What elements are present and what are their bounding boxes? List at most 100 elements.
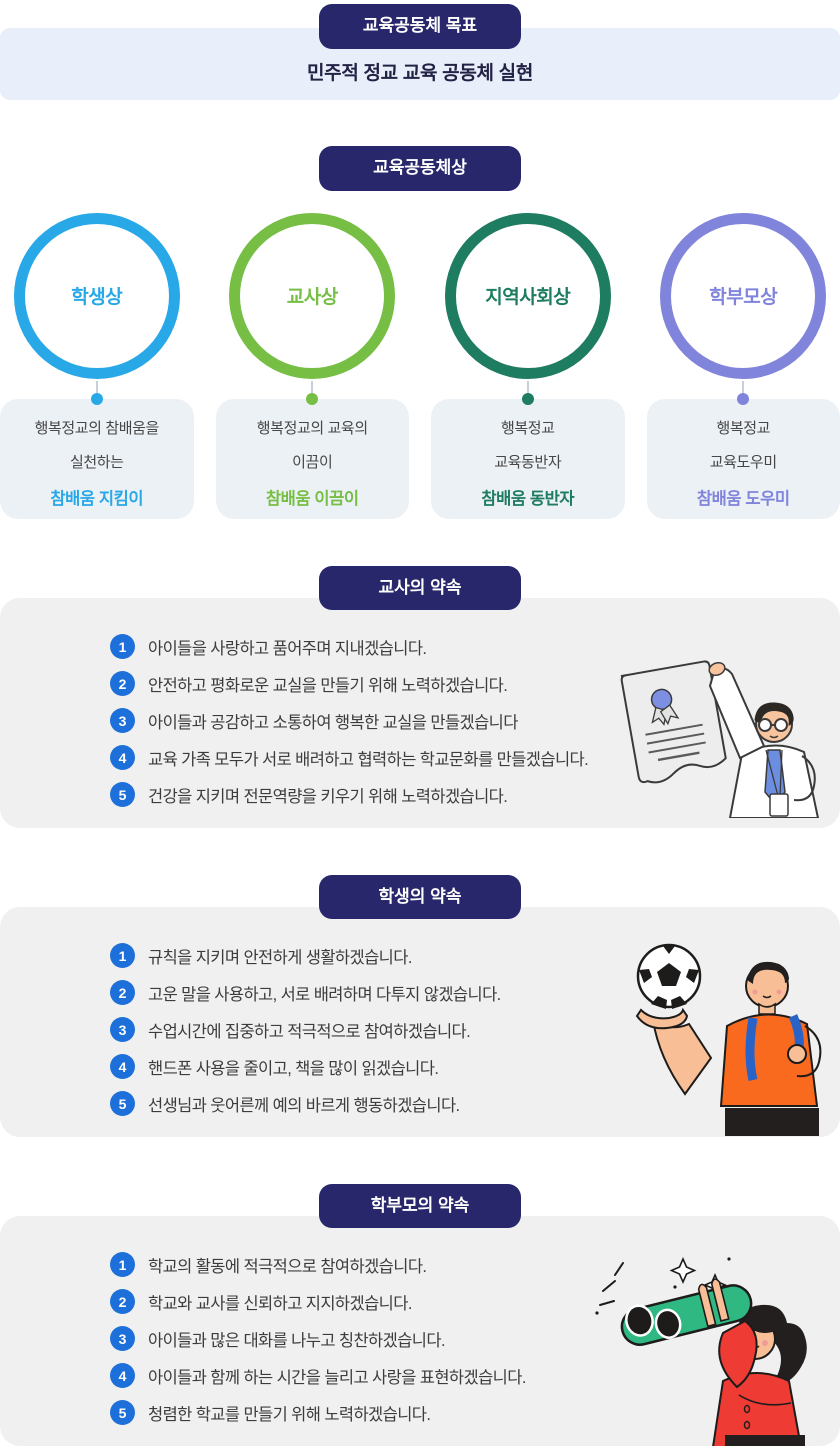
- promise-text: 규칙을 지키며 안전하게 생활하겠습니다.: [148, 944, 412, 968]
- card-line: 교육도우미: [710, 451, 777, 472]
- community-badge: 교육공동체상: [319, 146, 521, 191]
- item-number-badge: 1: [110, 634, 135, 659]
- student-promise-section: 학생의 약속 1 규칙을 지키며 안전하게 생활하겠습니다. 2 고운 말을 사…: [0, 875, 840, 1137]
- list-item: 3 아이들과 많은 대화를 나누고 칭찬하겠습니다.: [110, 1326, 590, 1351]
- connector-line: [742, 381, 744, 393]
- student-ideal-card: 행복정교의 참배움을 실천하는 참배움 지킴이: [0, 399, 194, 519]
- connector-dot: [91, 393, 103, 405]
- promise-text: 고운 말을 사용하고, 서로 배려하며 다투지 않겠습니다.: [148, 981, 501, 1005]
- promise-text: 핸드폰 사용을 줄이고, 책을 많이 읽겠습니다.: [148, 1055, 438, 1079]
- promise-text: 건강을 지키며 전문역량을 키우기 위해 노력하겠습니다.: [148, 783, 507, 807]
- card-accent-line: 참배움 동반자: [481, 485, 574, 509]
- student-soccer-illustration: [607, 934, 832, 1136]
- connector-dot: [522, 393, 534, 405]
- list-item: 4 핸드폰 사용을 줄이고, 책을 많이 읽겠습니다.: [110, 1054, 590, 1079]
- list-item: 5 청렴한 학교를 만들기 위해 노력하겠습니다.: [110, 1400, 590, 1425]
- card-accent-line: 참배움 지킴이: [50, 485, 143, 509]
- promise-text: 아이들과 많은 대화를 나누고 칭찬하겠습니다.: [148, 1327, 445, 1351]
- parent-ideal-circle: 학부모상: [660, 213, 826, 379]
- card-line: 실천하는: [70, 451, 124, 472]
- circle-label: 학생상: [71, 282, 122, 309]
- promise-text: 학교와 교사를 신뢰하고 지지하겠습니다.: [148, 1290, 412, 1314]
- card-line: 행복정교의 교육의: [257, 417, 368, 438]
- item-number-badge: 4: [110, 1054, 135, 1079]
- community-col-parent: 학부모상 행복정교 교육도우미 참배움 도우미: [647, 213, 840, 519]
- goal-text: 민주적 정교 교육 공동체 실현: [307, 58, 533, 85]
- card-line: 교육동반자: [494, 451, 561, 472]
- teacher-certificate-illustration: [602, 654, 832, 818]
- item-number-badge: 5: [110, 1091, 135, 1116]
- list-item: 5 선생님과 웃어른께 예의 바르게 행동하겠습니다.: [110, 1091, 590, 1116]
- item-number-badge: 3: [110, 1326, 135, 1351]
- student-promise-panel: 1 규칙을 지키며 안전하게 생활하겠습니다. 2 고운 말을 사용하고, 서로…: [0, 907, 840, 1137]
- item-number-badge: 5: [110, 782, 135, 807]
- student-illustration: [607, 934, 832, 1137]
- parent-ideal-card: 행복정교 교육도우미 참배움 도우미: [647, 399, 840, 519]
- parent-promise-badge: 학부모의 약속: [319, 1184, 521, 1229]
- promise-text: 수업시간에 집중하고 적극적으로 참여하겠습니다.: [148, 1018, 470, 1042]
- item-number-badge: 4: [110, 745, 135, 770]
- list-item: 3 수업시간에 집중하고 적극적으로 참여하겠습니다.: [110, 1017, 590, 1042]
- community-col-teacher: 교사상 행복정교의 교육의 이끔이 참배움 이끔이: [216, 213, 410, 519]
- list-item: 5 건강을 지키며 전문역량을 키우기 위해 노력하겠습니다.: [110, 782, 590, 807]
- promise-text: 아이들과 함께 하는 시간을 늘리고 사랑을 표현하겠습니다.: [148, 1364, 526, 1388]
- teacher-promise-panel: 1 아이들을 사랑하고 품어주며 지내겠습니다. 2 안전하고 평화로운 교실을…: [0, 598, 840, 828]
- promise-text: 교육 가족 모두가 서로 배려하고 협력하는 학교문화를 만들겠습니다.: [148, 746, 588, 770]
- list-item: 2 안전하고 평화로운 교실을 만들기 위해 노력하겠습니다.: [110, 671, 590, 696]
- promise-text: 학교의 활동에 적극적으로 참여하겠습니다.: [148, 1253, 426, 1277]
- item-number-badge: 1: [110, 943, 135, 968]
- community-col-student: 학생상 행복정교의 참배움을 실천하는 참배움 지킴이: [0, 213, 194, 519]
- card-line: 행복정교의 참배움을: [35, 417, 159, 438]
- item-number-badge: 2: [110, 671, 135, 696]
- item-number-badge: 1: [110, 1252, 135, 1277]
- circle-label: 학부모상: [709, 282, 777, 309]
- promise-text: 아이들을 사랑하고 품어주며 지내겠습니다.: [148, 635, 426, 659]
- card-line: 이끔이: [292, 451, 332, 472]
- item-number-badge: 2: [110, 1289, 135, 1314]
- region-ideal-circle: 지역사회상: [445, 213, 611, 379]
- teacher-illustration: [602, 654, 832, 823]
- goal-badge: 교육공동체 목표: [319, 4, 521, 49]
- item-number-badge: 2: [110, 980, 135, 1005]
- community-col-region: 지역사회상 행복정교 교육동반자 참배움 동반자: [431, 213, 625, 519]
- parent-promise-section: 학부모의 약속 1 학교의 활동에 적극적으로 참여하겠습니다. 2 학교와 교…: [0, 1184, 840, 1446]
- item-number-badge: 4: [110, 1363, 135, 1388]
- teacher-promise-section: 교사의 약속 1 아이들을 사랑하고 품어주며 지내겠습니다. 2 안전하고 평…: [0, 566, 840, 828]
- list-item: 4 교육 가족 모두가 서로 배려하고 협력하는 학교문화를 만들겠습니다.: [110, 745, 590, 770]
- parent-illustration: [587, 1243, 832, 1446]
- parent-promise-panel: 1 학교의 활동에 적극적으로 참여하겠습니다. 2 학교와 교사를 신뢰하고 …: [0, 1216, 840, 1446]
- circle-label: 교사상: [287, 282, 338, 309]
- connector-line: [96, 381, 98, 393]
- student-ideal-circle: 학생상: [14, 213, 180, 379]
- item-number-badge: 3: [110, 1017, 135, 1042]
- card-accent-line: 참배움 이끔이: [266, 485, 359, 509]
- connector-dot: [306, 393, 318, 405]
- teacher-promise-badge: 교사의 약속: [319, 566, 521, 611]
- community-badge-row: 교육공동체상: [0, 146, 840, 191]
- list-item: 2 고운 말을 사용하고, 서로 배려하며 다투지 않겠습니다.: [110, 980, 590, 1005]
- circle-label: 지역사회상: [485, 282, 570, 309]
- teacher-ideal-card: 행복정교의 교육의 이끔이 참배움 이끔이: [216, 399, 410, 519]
- list-item: 3 아이들과 공감하고 소통하여 행복한 교실을 만들겠습니다: [110, 708, 590, 733]
- promise-text: 안전하고 평화로운 교실을 만들기 위해 노력하겠습니다.: [148, 672, 507, 696]
- list-item: 2 학교와 교사를 신뢰하고 지지하겠습니다.: [110, 1289, 590, 1314]
- parent-binoculars-illustration: [587, 1243, 832, 1446]
- student-promise-badge: 학생의 약속: [319, 875, 521, 920]
- promise-text: 청렴한 학교를 만들기 위해 노력하겠습니다.: [148, 1401, 430, 1425]
- region-ideal-card: 행복정교 교육동반자 참배움 동반자: [431, 399, 625, 519]
- goal-header: 교육공동체 목표 민주적 정교 교육 공동체 실현: [0, 0, 840, 100]
- item-number-badge: 3: [110, 708, 135, 733]
- promise-text: 선생님과 웃어른께 예의 바르게 행동하겠습니다.: [148, 1092, 460, 1116]
- card-accent-line: 참배움 도우미: [697, 485, 790, 509]
- card-line: 행복정교: [716, 417, 770, 438]
- community-grid: 학생상 행복정교의 참배움을 실천하는 참배움 지킴이 교사상 행복정교의 교육…: [0, 213, 840, 519]
- connector-line: [311, 381, 313, 393]
- list-item: 1 아이들을 사랑하고 품어주며 지내겠습니다.: [110, 634, 590, 659]
- connector-line: [527, 381, 529, 393]
- list-item: 1 학교의 활동에 적극적으로 참여하겠습니다.: [110, 1252, 590, 1277]
- card-line: 행복정교: [501, 417, 555, 438]
- connector-dot: [737, 393, 749, 405]
- teacher-ideal-circle: 교사상: [229, 213, 395, 379]
- list-item: 1 규칙을 지키며 안전하게 생활하겠습니다.: [110, 943, 590, 968]
